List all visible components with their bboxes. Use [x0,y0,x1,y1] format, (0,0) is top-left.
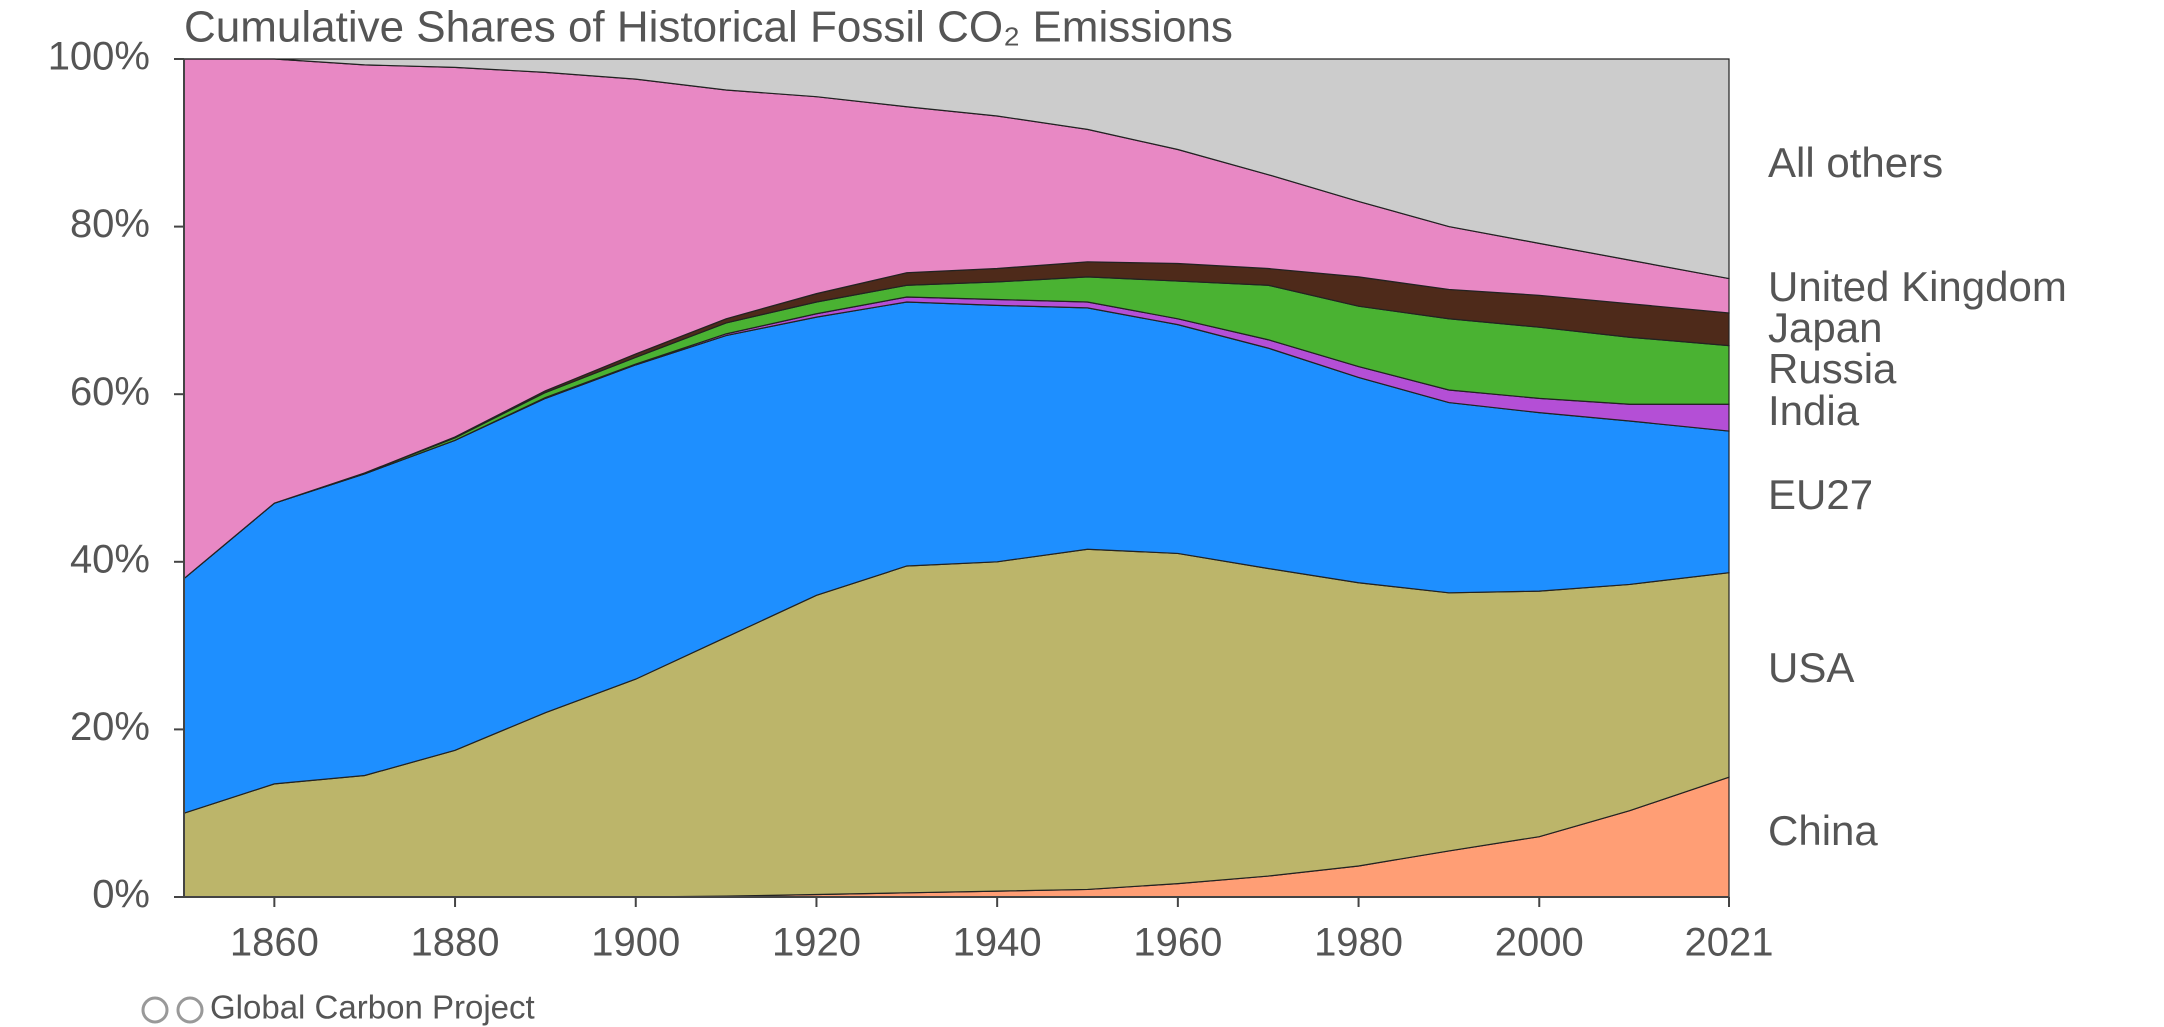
series-label: All others [1768,139,1943,186]
series-label: China [1768,807,1878,854]
series-label: United Kingdom [1768,263,2067,310]
area [184,58,1730,280]
y-tick-label: 40% [70,537,150,581]
x-tick-label: 1900 [591,921,680,965]
x-tick-label: 2000 [1495,921,1584,965]
y-tick-label: 60% [70,370,150,414]
x-tick-label: 1880 [411,921,500,965]
x-tick-label: 1960 [1133,921,1222,965]
series-label: India [1768,387,1860,434]
series-label: EU27 [1768,471,1873,518]
source: Global Carbon Project [210,989,535,1026]
y-tick-label: 0% [92,873,150,917]
series-label: Russia [1768,345,1897,392]
x-tick-label: 1940 [953,921,1042,965]
y-tick-label: 20% [70,705,150,749]
series-label: Japan [1768,304,1882,351]
x-tick-label: 2021 [1685,921,1774,965]
x-tick-label: 1920 [772,921,861,965]
series-label: USA [1768,644,1854,691]
x-tick-label: 1860 [230,921,319,965]
cc-icons [141,996,204,1024]
x-tick-label: 1980 [1314,921,1403,965]
chart-title: Cumulative Shares of Historical Fossil C… [184,3,1233,52]
y-tick-label: 80% [70,202,150,246]
y-tick-label: 100% [48,35,150,79]
